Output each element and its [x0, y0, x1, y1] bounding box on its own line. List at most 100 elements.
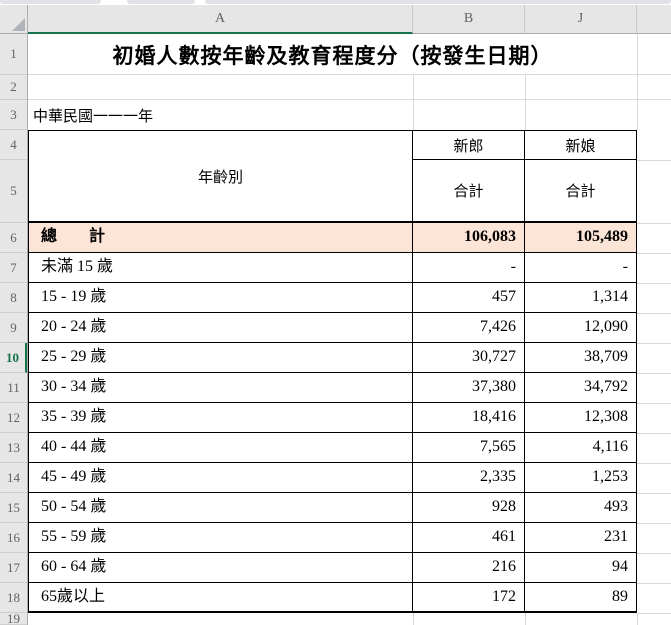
table-row: 55 - 59 歲 461 231	[28, 523, 637, 553]
table-row: 50 - 54 歲 928 493	[28, 493, 637, 523]
table-row: 15 - 19 歲 457 1,314	[28, 283, 637, 313]
groom-value-cell[interactable]: 7,426	[413, 313, 525, 342]
groom-value-cell[interactable]: 172	[413, 583, 525, 611]
table-row: 65歲以上 172 89	[28, 583, 637, 613]
age-cell[interactable]: 65歲以上	[29, 583, 413, 611]
age-cell[interactable]: 45 - 49 歲	[29, 463, 413, 492]
gridline	[637, 373, 671, 374]
age-cell[interactable]: 35 - 39 歲	[29, 403, 413, 432]
table-row: 40 - 44 歲 7,565 4,116	[28, 433, 637, 463]
age-cell[interactable]: 20 - 24 歲	[29, 313, 413, 342]
bride-value-cell[interactable]: 38,709	[584, 348, 628, 365]
gridline	[637, 583, 671, 584]
gridline	[637, 463, 671, 464]
bride-value-cell[interactable]: 493	[604, 498, 628, 515]
bride-value-cell[interactable]: 231	[604, 528, 628, 545]
gridline	[637, 283, 671, 284]
row-header-13[interactable]: 13	[0, 433, 27, 463]
groom-value-cell[interactable]: 7,565	[413, 433, 525, 462]
bride-value-cell[interactable]: 105,489	[576, 228, 628, 245]
year-cell[interactable]: 中華民國一一一年	[33, 107, 154, 125]
bride-value-cell[interactable]: 12,090	[584, 318, 628, 335]
age-group-header-cell[interactable]: 年齡別	[29, 131, 413, 221]
row-header-17[interactable]: 17	[0, 553, 27, 583]
sheet-title-cell[interactable]: 初婚人數按年齡及教育程度分（按發生日期）	[112, 44, 553, 68]
table-row: 60 - 64 歲 216 94	[28, 553, 637, 583]
age-cell[interactable]: 30 - 34 歲	[29, 373, 413, 402]
bride-value-cell[interactable]: 89	[612, 588, 628, 605]
column-headers: A B J	[28, 5, 671, 34]
groom-total-label-cell[interactable]: 合計	[453, 183, 484, 200]
row-header-15[interactable]: 15	[0, 493, 27, 523]
bride-value-cell[interactable]: 1,253	[592, 468, 628, 485]
row-header-2[interactable]: 2	[0, 75, 27, 100]
table-header: 年齡別 新郎 合計 新娘 合計	[28, 130, 637, 223]
column-header-partial[interactable]	[637, 5, 671, 34]
bride-value-cell[interactable]: 94	[612, 558, 628, 575]
column-header-B[interactable]: B	[413, 5, 525, 34]
row-header-7[interactable]: 7	[0, 253, 27, 283]
select-all-button[interactable]	[0, 5, 28, 34]
groom-value-cell[interactable]: 2,335	[413, 463, 525, 492]
row-header-14[interactable]: 14	[0, 463, 27, 493]
gridline	[637, 613, 638, 625]
bride-value-cell[interactable]: 4,116	[592, 438, 628, 455]
bride-total-label-cell[interactable]: 合計	[565, 183, 596, 200]
row-header-12[interactable]: 12	[0, 403, 27, 433]
age-cell[interactable]: 總 計	[29, 223, 413, 252]
groom-value-cell[interactable]: 457	[413, 283, 525, 312]
age-cell[interactable]: 15 - 19 歲	[29, 283, 413, 312]
row-header-10-selected[interactable]: 10	[0, 343, 27, 373]
age-cell[interactable]: 60 - 64 歲	[29, 553, 413, 582]
row-header-4[interactable]: 4	[0, 130, 27, 160]
age-cell[interactable]: 50 - 54 歲	[29, 493, 413, 522]
gridline	[637, 433, 671, 434]
table-row: 30 - 34 歲 37,380 34,792	[28, 373, 637, 403]
row-header-18[interactable]: 18	[0, 583, 27, 613]
row-header-19[interactable]: 19	[0, 613, 27, 625]
groom-value-cell[interactable]: 30,727	[413, 343, 525, 372]
bride-value-cell[interactable]: 1,314	[592, 288, 628, 305]
row-header-11[interactable]: 11	[0, 373, 27, 403]
table-row: 未滿 15 歲 - -	[28, 253, 637, 283]
groom-value-cell[interactable]: 18,416	[413, 403, 525, 432]
table-row: 45 - 49 歲 2,335 1,253	[28, 463, 637, 493]
table-row: 20 - 24 歲 7,426 12,090	[28, 313, 637, 343]
age-cell[interactable]: 未滿 15 歲	[29, 253, 413, 282]
groom-value-cell[interactable]: 928	[413, 493, 525, 522]
age-cell[interactable]: 55 - 59 歲	[29, 523, 413, 552]
groom-value-cell[interactable]: 216	[413, 553, 525, 582]
row-headers: 1 2 3 4 5 6 7 8 9 10 11 12 13 14 15 16 1…	[0, 34, 28, 625]
groom-value-cell[interactable]: 461	[413, 523, 525, 552]
groom-header-column: 新郎 合計	[413, 131, 525, 221]
groom-value-cell[interactable]: 106,083	[413, 223, 525, 252]
bride-value-cell[interactable]: 34,792	[584, 378, 628, 395]
bride-value-cell[interactable]: -	[622, 258, 628, 275]
column-header-J[interactable]: J	[525, 5, 637, 34]
bride-value-cell[interactable]: 12,308	[584, 408, 628, 425]
age-cell-active[interactable]: 25 - 29 歲	[29, 343, 413, 372]
row-header-1[interactable]: 1	[0, 34, 27, 75]
bride-header-column: 新娘 合計	[525, 131, 636, 221]
gridline	[413, 613, 414, 625]
column-header-A[interactable]: A	[28, 5, 413, 34]
groom-header-cell[interactable]: 新郎	[413, 131, 524, 160]
row-header-3[interactable]: 3	[0, 100, 27, 130]
groom-value-cell[interactable]: 37,380	[413, 373, 525, 402]
row-header-8[interactable]: 8	[0, 283, 27, 313]
gridline	[637, 223, 671, 224]
row-header-9[interactable]: 9	[0, 313, 27, 343]
row-header-5[interactable]: 5	[0, 160, 27, 223]
table-body: 總 計 106,083 105,489 未滿 15 歲 - - 15 - 19 …	[28, 223, 637, 613]
row-header-16[interactable]: 16	[0, 523, 27, 553]
ribbon-segment	[205, 0, 671, 4]
age-cell[interactable]: 40 - 44 歲	[29, 433, 413, 462]
ribbon-segment	[127, 0, 195, 4]
groom-value-cell[interactable]: -	[413, 253, 525, 282]
bride-header-cell[interactable]: 新娘	[525, 131, 636, 160]
table-row-selected: 25 - 29 歲 30,727 38,709	[28, 343, 637, 373]
table-row: 35 - 39 歲 18,416 12,308	[28, 403, 637, 433]
gridline	[637, 613, 671, 614]
row-header-6[interactable]: 6	[0, 223, 27, 253]
